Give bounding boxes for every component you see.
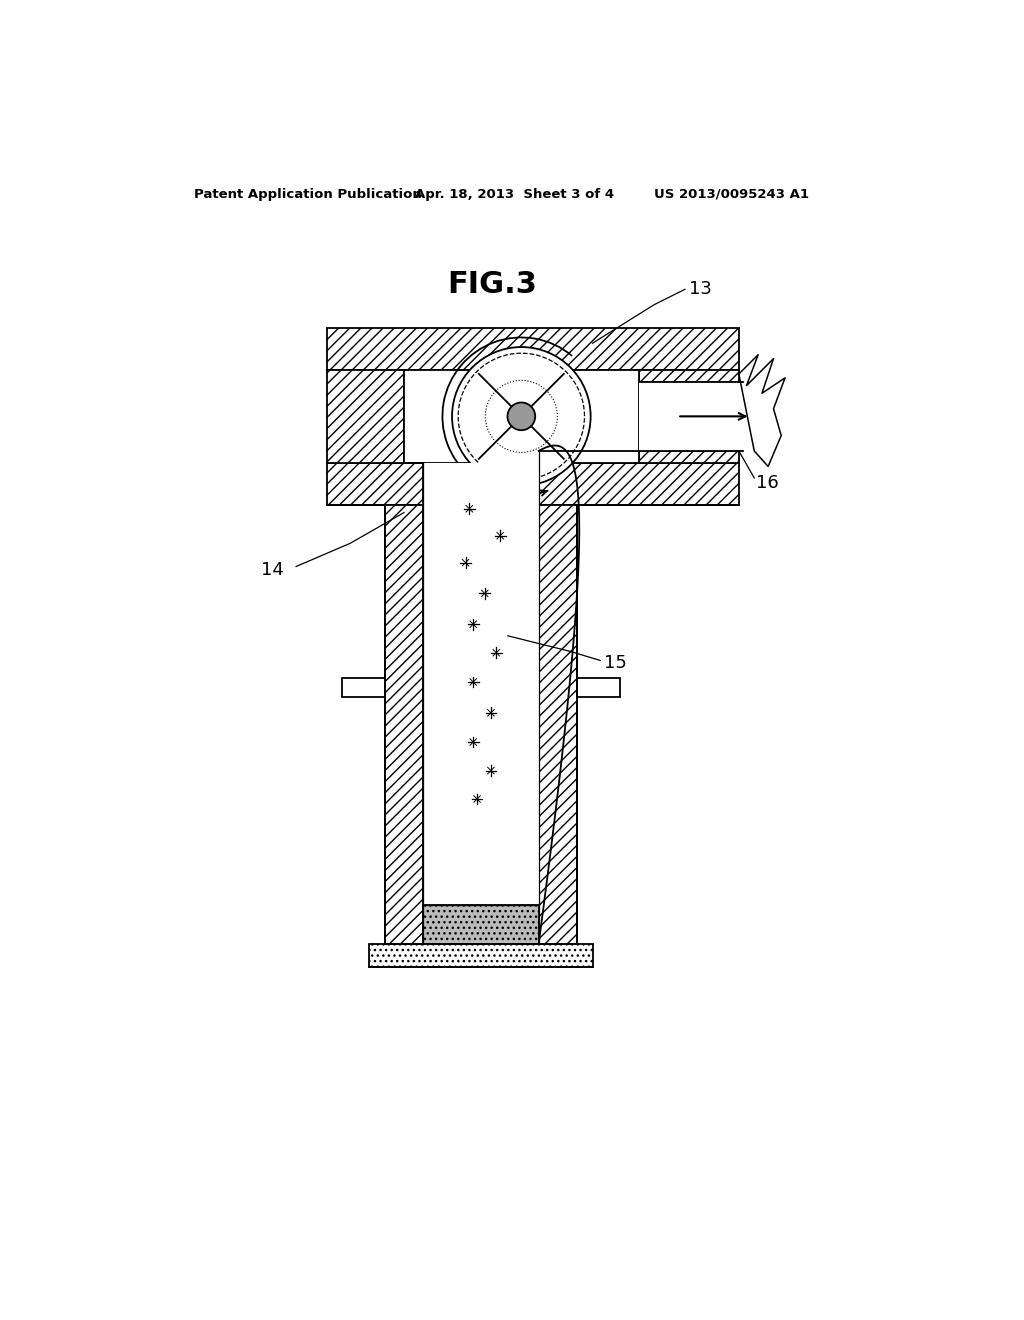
Bar	[327, 327, 739, 370]
Text: 15: 15	[604, 653, 627, 672]
Bar	[639, 370, 739, 381]
Bar	[423, 462, 539, 944]
Text: 16: 16	[756, 474, 778, 492]
Text: 14: 14	[261, 561, 285, 579]
Text: 13: 13	[689, 280, 712, 298]
Bar	[327, 370, 403, 462]
Bar	[327, 462, 739, 506]
Bar	[342, 678, 385, 697]
Bar	[385, 506, 423, 944]
Text: Patent Application Publication: Patent Application Publication	[195, 187, 422, 201]
Bar	[639, 381, 739, 451]
Text: FIG.3: FIG.3	[447, 271, 538, 300]
Text: Apr. 18, 2013  Sheet 3 of 4: Apr. 18, 2013 Sheet 3 of 4	[416, 187, 614, 201]
Bar	[539, 506, 578, 944]
Circle shape	[452, 347, 591, 486]
Text: US 2013/0095243 A1: US 2013/0095243 A1	[654, 187, 809, 201]
Bar	[403, 370, 639, 462]
Bar	[370, 944, 593, 966]
Bar	[578, 678, 620, 697]
Bar	[423, 906, 539, 944]
Circle shape	[508, 403, 536, 430]
Bar	[639, 451, 739, 462]
